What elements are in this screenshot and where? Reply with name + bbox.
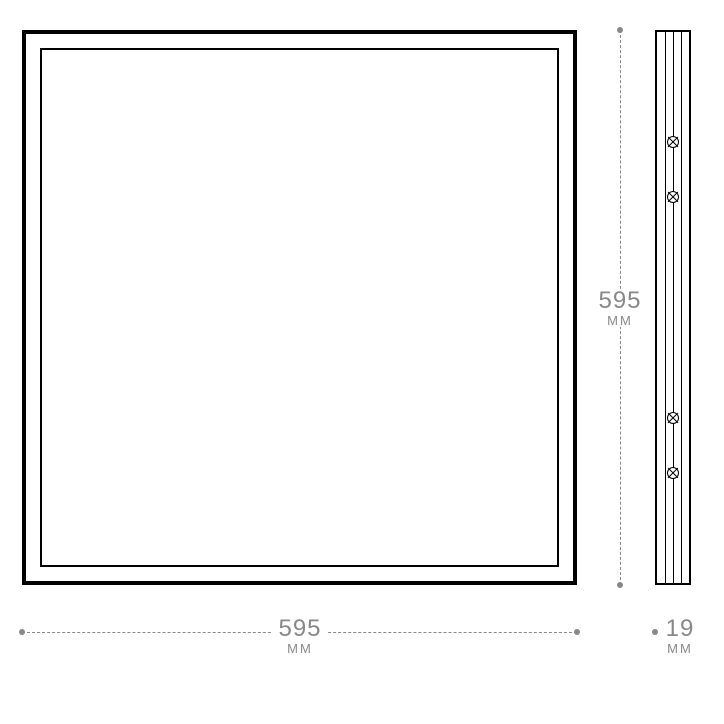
technical-drawing: 595 MM 595 MM 19 MM xyxy=(0,0,724,724)
dimension-unit: MM xyxy=(666,642,695,655)
mounting-screw-icon xyxy=(667,467,679,479)
dimension-unit: MM xyxy=(278,642,321,655)
dimension-label-depth: 19 MM xyxy=(664,617,697,655)
dimension-label-height: 595 MM xyxy=(592,289,647,327)
profile-inner-line xyxy=(673,32,674,583)
dimension-unit: MM xyxy=(598,314,641,327)
panel-front-inner xyxy=(40,48,559,567)
dimension-value: 595 xyxy=(598,289,641,313)
dimension-value: 595 xyxy=(278,617,321,641)
mounting-screw-icon xyxy=(667,136,679,148)
panel-side-profile xyxy=(655,30,691,585)
dimension-endpoint-dot xyxy=(617,27,623,33)
dimension-endpoint-dot xyxy=(574,629,580,635)
dimension-value: 19 xyxy=(666,617,695,641)
mounting-screw-icon xyxy=(667,191,679,203)
profile-inner-line xyxy=(681,32,682,583)
dimension-label-width: 595 MM xyxy=(272,617,327,655)
mounting-screw-icon xyxy=(667,412,679,424)
profile-inner-line xyxy=(665,32,666,583)
dimension-endpoint-dot xyxy=(617,582,623,588)
dimension-endpoint-dot xyxy=(652,629,658,635)
dimension-endpoint-dot xyxy=(19,629,25,635)
